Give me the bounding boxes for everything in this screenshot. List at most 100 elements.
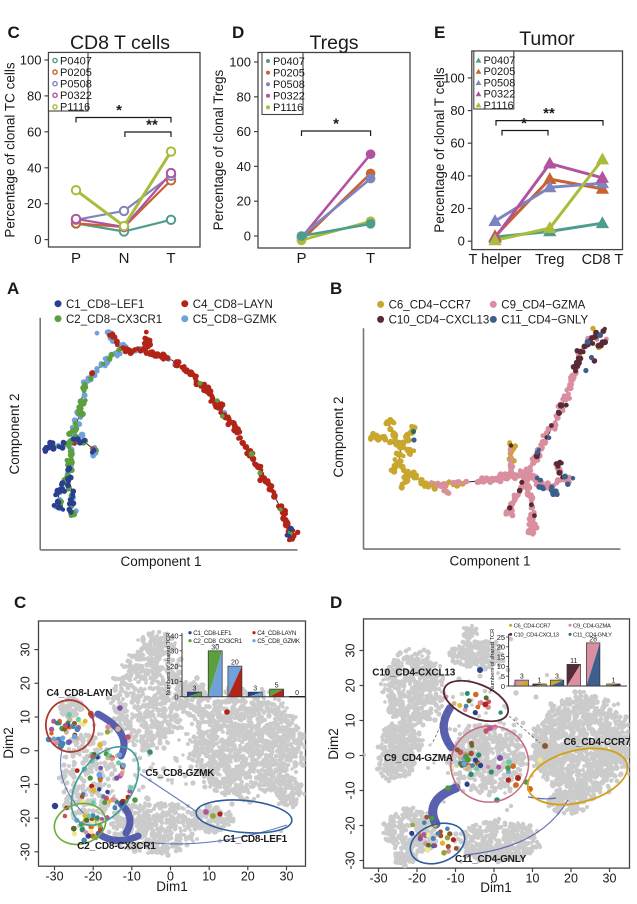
svg-text:CD8 T cells: CD8 T cells — [70, 32, 170, 54]
svg-text:-20: -20 — [84, 870, 102, 884]
svg-text:C11_CD4−GNLY: C11_CD4−GNLY — [501, 315, 588, 327]
svg-text:C5_CD8_GZMK: C5_CD8_GZMK — [257, 638, 301, 645]
svg-text:CD8 T: CD8 T — [582, 252, 624, 268]
svg-text:5: 5 — [275, 683, 279, 690]
svg-text:20: 20 — [450, 201, 464, 216]
svg-text:N: N — [119, 250, 130, 267]
svg-text:30: 30 — [19, 643, 33, 657]
svg-text:P0407: P0407 — [60, 55, 92, 67]
svg-text:P0407: P0407 — [484, 55, 516, 67]
svg-text:*: * — [521, 115, 527, 132]
svg-text:40: 40 — [237, 159, 251, 174]
svg-text:80: 80 — [27, 88, 41, 103]
svg-text:P1116: P1116 — [273, 102, 303, 114]
svg-text:C10_CD4−CXCL13: C10_CD4−CXCL13 — [389, 315, 490, 327]
svg-text:P0322: P0322 — [273, 91, 305, 103]
svg-text:Treg: Treg — [535, 252, 564, 268]
svg-text:C6_CD4−CCR7: C6_CD4−CCR7 — [389, 300, 471, 312]
svg-text:B: B — [330, 279, 342, 298]
svg-text:P0508: P0508 — [60, 79, 92, 91]
svg-text:0: 0 — [167, 870, 174, 884]
svg-text:P0322: P0322 — [484, 89, 516, 101]
svg-text:Component 2: Component 2 — [7, 393, 22, 474]
svg-text:100: 100 — [229, 55, 251, 70]
svg-text:0: 0 — [244, 229, 251, 244]
svg-text:60: 60 — [237, 124, 251, 139]
svg-text:-30: -30 — [45, 870, 63, 884]
svg-text:**: ** — [543, 105, 555, 122]
svg-text:P0508: P0508 — [273, 79, 305, 91]
svg-text:C4_CD8−LAYN: C4_CD8−LAYN — [193, 299, 273, 311]
svg-text:100: 100 — [20, 53, 42, 68]
svg-text:Tregs: Tregs — [309, 32, 358, 54]
svg-text:Percentage of clonal T cells: Percentage of clonal T cells — [432, 67, 447, 233]
svg-text:T: T — [166, 250, 175, 267]
svg-text:Numbers of shared TCR: Numbers of shared TCR — [166, 633, 172, 696]
svg-text:0: 0 — [19, 747, 33, 754]
svg-text:P0407: P0407 — [273, 56, 305, 68]
svg-text:10: 10 — [19, 710, 33, 724]
svg-text:-10: -10 — [19, 775, 33, 793]
svg-text:Component 1: Component 1 — [120, 554, 201, 569]
svg-text:Percentage of clonal TC cells: Percentage of clonal TC cells — [3, 62, 18, 238]
svg-text:P: P — [71, 250, 81, 267]
svg-text:P0508: P0508 — [484, 77, 516, 89]
svg-text:T helper: T helper — [469, 252, 522, 268]
svg-text:C2_CD8−CX3CR1: C2_CD8−CX3CR1 — [66, 314, 162, 326]
svg-text:C4_CD8-LAYN: C4_CD8-LAYN — [47, 688, 113, 699]
svg-text:0: 0 — [34, 232, 41, 247]
svg-text:C1_CD8−LEF1: C1_CD8−LEF1 — [66, 299, 144, 311]
svg-text:T: T — [366, 250, 375, 267]
svg-text:P1116: P1116 — [484, 100, 514, 112]
svg-text:20: 20 — [19, 676, 33, 690]
svg-text:Percentage of clonal Tregs: Percentage of clonal Tregs — [211, 69, 226, 230]
svg-text:10: 10 — [170, 677, 178, 686]
svg-text:100: 100 — [443, 70, 465, 85]
svg-text:P0205: P0205 — [484, 66, 516, 78]
svg-text:10: 10 — [202, 870, 216, 884]
svg-text:20: 20 — [170, 662, 178, 671]
svg-text:D: D — [232, 23, 244, 42]
svg-text:C1_CD8-LEF1: C1_CD8-LEF1 — [193, 630, 232, 637]
svg-text:P0322: P0322 — [60, 90, 92, 102]
svg-text:C: C — [14, 593, 26, 612]
svg-text:-20: -20 — [19, 809, 33, 827]
svg-text:C5_CD8−GZMK: C5_CD8−GZMK — [193, 314, 277, 326]
svg-text:40: 40 — [27, 160, 41, 175]
svg-text:40: 40 — [170, 631, 178, 640]
svg-text:0: 0 — [458, 234, 465, 249]
svg-text:C5_CD8-GZMK: C5_CD8-GZMK — [145, 768, 215, 779]
svg-text:20: 20 — [27, 196, 41, 211]
svg-text:Component 1: Component 1 — [449, 554, 530, 569]
svg-text:20: 20 — [231, 660, 239, 667]
svg-text:C: C — [8, 23, 20, 42]
svg-text:-30: -30 — [19, 843, 33, 861]
svg-text:60: 60 — [450, 136, 464, 151]
svg-text:40: 40 — [450, 168, 464, 183]
svg-text:Tumor: Tumor — [519, 28, 575, 50]
svg-text:3: 3 — [192, 686, 196, 693]
svg-text:20: 20 — [237, 194, 251, 209]
svg-text:Dim1: Dim1 — [156, 879, 188, 894]
svg-text:E: E — [434, 23, 445, 42]
svg-text:C2_CD8_CX3CR1: C2_CD8_CX3CR1 — [193, 638, 242, 645]
svg-text:0: 0 — [295, 690, 299, 697]
svg-text:80: 80 — [450, 103, 464, 118]
svg-text:D: D — [330, 593, 342, 612]
svg-text:-10: -10 — [123, 870, 141, 884]
svg-text:**: ** — [146, 117, 158, 134]
svg-text:P1116: P1116 — [60, 102, 90, 114]
svg-text:20: 20 — [241, 870, 255, 884]
svg-text:C2_CD8-CX3CR1: C2_CD8-CX3CR1 — [77, 841, 156, 852]
svg-text:80: 80 — [237, 89, 251, 104]
svg-text:0: 0 — [174, 693, 178, 702]
svg-text:*: * — [333, 116, 339, 133]
svg-text:Dim2: Dim2 — [1, 727, 16, 759]
svg-text:60: 60 — [27, 124, 41, 139]
svg-text:30: 30 — [170, 647, 178, 656]
svg-text:P0205: P0205 — [273, 67, 305, 79]
svg-text:30: 30 — [280, 870, 294, 884]
svg-text:3: 3 — [253, 686, 257, 693]
svg-text:A: A — [7, 279, 19, 298]
svg-text:Component 2: Component 2 — [331, 396, 346, 477]
